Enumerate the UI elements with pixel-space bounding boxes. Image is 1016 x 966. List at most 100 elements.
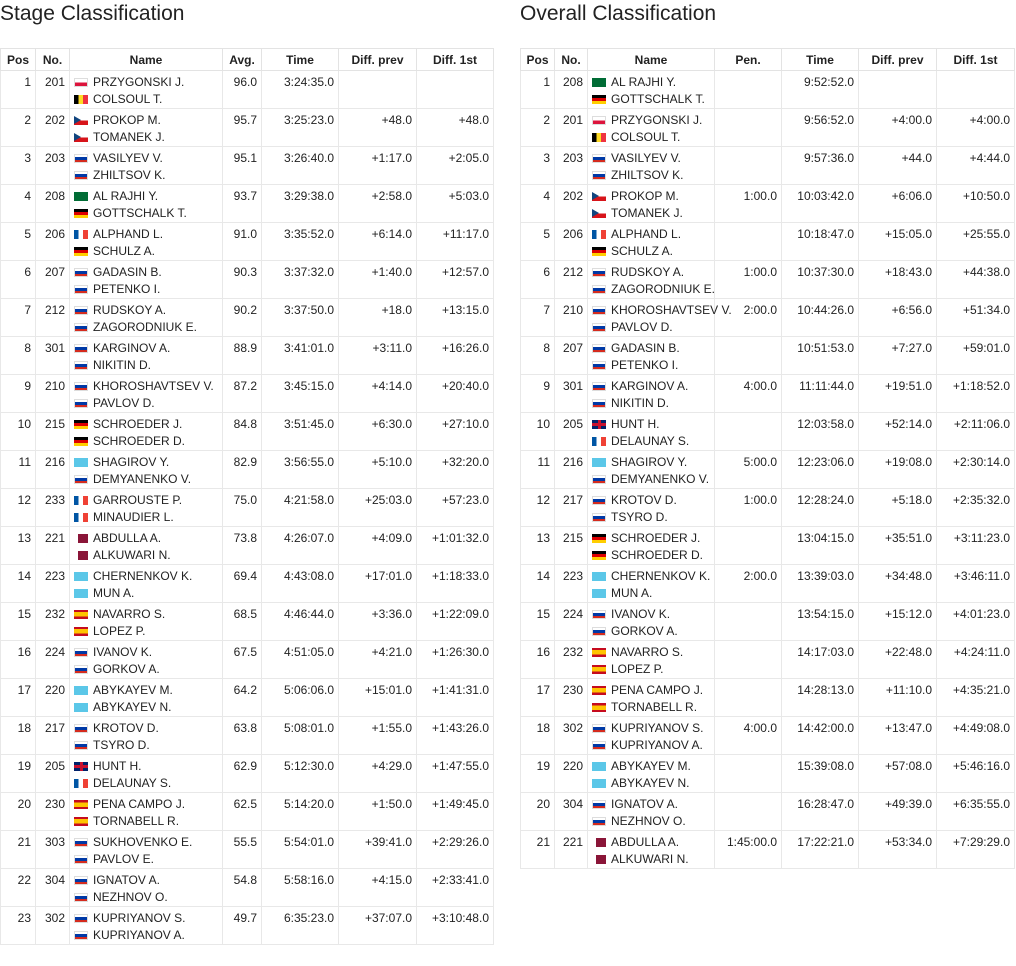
table-row[interactable]: 10 205 HUNT H. DELAUNAY S. 12:03:58.0 +52:14.… [520,412,1015,451]
header-no[interactable]: No. [35,48,70,71]
crew-member-name[interactable]: PETENKO I. [93,282,161,296]
table-row[interactable]: 8 207 GADASIN B. PETENKO I. 10:51:53.0 +7:27.… [520,336,1015,375]
crew-member-name[interactable]: ABYKAYEV M. [611,759,691,773]
crew-member-name[interactable]: PENA CAMPO J. [93,797,186,811]
crew-member-name[interactable]: ABYKAYEV N. [611,776,690,790]
table-row[interactable]: 9 301 KARGINOV A. NIKITIN D. 4:00.0 11:11:44.… [520,374,1015,413]
table-row[interactable]: 1 208 AL RAJHI Y. GOTTSCHALK T. 9:52:52.0 [520,70,1015,109]
crew-member-name[interactable]: KUPRIYANOV A. [611,738,703,752]
crew-member-name[interactable]: PRZYGONSKI J. [93,75,185,89]
table-row[interactable]: 10 215 SCHROEDER J. SCHROEDER D. 84.8 3:51:45… [0,412,494,451]
crew-member-name[interactable]: KROTOV D. [93,721,159,735]
crew-member-name[interactable]: IVANOV K. [93,645,153,659]
header-diff-1st[interactable]: Diff. 1st [416,48,494,71]
crew-member-name[interactable]: PAVLOV D. [611,320,673,334]
crew-member-name[interactable]: PENA CAMPO J. [611,683,704,697]
crew-member-name[interactable]: GOTTSCHALK T. [93,206,187,220]
table-row[interactable]: 16 224 IVANOV K. GORKOV A. 67.5 4:51:05.0 +4:2… [0,640,494,679]
crew-member-name[interactable]: SHAGIROV Y. [611,455,688,469]
table-row[interactable]: 2 201 PRZYGONSKI J. COLSOUL T. 9:56:52.0 +4:0… [520,108,1015,147]
table-row[interactable]: 20 304 IGNATOV A. NEZHNOV O. 16:28:47.0 +49:3… [520,792,1015,831]
crew-member-name[interactable]: PETENKO I. [611,358,679,372]
crew-member-name[interactable]: ABDULLA A. [611,835,680,849]
crew-member-name[interactable]: CHERNENKOV K. [611,569,711,583]
table-row[interactable]: 13 221 ABDULLA A. ALKUWARI N. 73.8 4:26:07.0 +… [0,526,494,565]
table-row[interactable]: 17 220 ABYKAYEV M. ABYKAYEV N. 64.2 5:06:06.0… [0,678,494,717]
header-time[interactable]: Time [781,48,859,71]
crew-member-name[interactable]: SCHROEDER D. [93,434,186,448]
crew-member-name[interactable]: ZAGORODNIUK E. [611,282,716,296]
crew-member-name[interactable]: GORKOV A. [611,624,678,638]
table-row[interactable]: 16 232 NAVARRO S. LOPEZ P. 14:17:03.0 +22:48.… [520,640,1015,679]
crew-member-name[interactable]: SHAGIROV Y. [93,455,170,469]
header-pos[interactable]: Pos [0,48,36,71]
crew-member-name[interactable]: TORNABELL R. [611,700,698,714]
table-row[interactable]: 7 210 KHOROSHAVTSEV V. PAVLOV D. 2:00.0 10:44… [520,298,1015,337]
table-row[interactable]: 19 220 ABYKAYEV M. ABYKAYEV N. 15:39:08.0 +57… [520,754,1015,793]
table-row[interactable]: 18 217 KROTOV D. TSYRO D. 63.8 5:08:01.0 +1:55… [0,716,494,755]
crew-member-name[interactable]: AL RAJHI Y. [93,189,159,203]
crew-member-name[interactable]: SCHULZ A. [93,244,156,258]
header-pen[interactable]: Pen. [714,48,782,71]
table-row[interactable]: 18 302 KUPRIYANOV S. KUPRIYANOV A. 4:00.0 14:… [520,716,1015,755]
crew-member-name[interactable]: KARGINOV A. [93,341,171,355]
crew-member-name[interactable]: ZAGORODNIUK E. [93,320,198,334]
crew-member-name[interactable]: AL RAJHI Y. [611,75,677,89]
table-row[interactable]: 7 212 RUDSKOY A. ZAGORODNIUK E. 90.2 3:37:50.… [0,298,494,337]
table-row[interactable]: 21 303 SUKHOVENKO E. PAVLOV E. 55.5 5:54:01.0… [0,830,494,869]
crew-member-name[interactable]: CHERNENKOV K. [93,569,193,583]
crew-member-name[interactable]: VASILYEV V. [93,151,163,165]
table-row[interactable]: 4 202 PROKOP M. TOMANEK J. 1:00.0 10:03:42.0 +… [520,184,1015,223]
crew-member-name[interactable]: DELAUNAY S. [93,776,172,790]
table-row[interactable]: 19 205 HUNT H. DELAUNAY S. 62.9 5:12:30.0 +4:2… [0,754,494,793]
crew-member-name[interactable]: KROTOV D. [611,493,677,507]
table-row[interactable]: 1 201 PRZYGONSKI J. COLSOUL T. 96.0 3:24:35.0 [0,70,494,109]
table-row[interactable]: 20 230 PENA CAMPO J. TORNABELL R. 62.5 5:14:2… [0,792,494,831]
table-row[interactable]: 11 216 SHAGIROV Y. DEMYANENKO V. 5:00.0 12:23… [520,450,1015,489]
table-row[interactable]: 11 216 SHAGIROV Y. DEMYANENKO V. 82.9 3:56:55… [0,450,494,489]
crew-member-name[interactable]: PAVLOV D. [93,396,155,410]
table-row[interactable]: 22 304 IGNATOV A. NEZHNOV O. 54.8 5:58:16.0 +4… [0,868,494,907]
crew-member-name[interactable]: ABYKAYEV N. [93,700,172,714]
crew-member-name[interactable]: GOTTSCHALK T. [611,92,705,106]
crew-member-name[interactable]: LOPEZ P. [611,662,664,676]
crew-member-name[interactable]: COLSOUL T. [611,130,681,144]
table-row[interactable]: 13 215 SCHROEDER J. SCHROEDER D. 13:04:15.0 +… [520,526,1015,565]
crew-member-name[interactable]: IVANOV K. [611,607,671,621]
table-row[interactable]: 6 212 RUDSKOY A. ZAGORODNIUK E. 1:00.0 10:37:… [520,260,1015,299]
table-row[interactable]: 21 221 ABDULLA A. ALKUWARI N. 1:45:00.0 17:22… [520,830,1015,869]
crew-member-name[interactable]: TOMANEK J. [611,206,683,220]
table-row[interactable]: 12 233 GARROUSTE P. MINAUDIER L. 75.0 4:21:58… [0,488,494,527]
crew-member-name[interactable]: MUN A. [93,586,135,600]
crew-member-name[interactable]: HUNT H. [93,759,142,773]
crew-member-name[interactable]: COLSOUL T. [93,92,163,106]
crew-member-name[interactable]: NIKITIN D. [611,396,670,410]
crew-member-name[interactable]: SCHROEDER D. [611,548,704,562]
crew-member-name[interactable]: KHOROSHAVTSEV V. [611,303,732,317]
table-row[interactable]: 15 232 NAVARRO S. LOPEZ P. 68.5 4:46:44.0 +3:3… [0,602,494,641]
table-row[interactable]: 3 203 VASILYEV V. ZHILTSOV K. 95.1 3:26:40.0 +… [0,146,494,185]
crew-member-name[interactable]: ABDULLA A. [93,531,162,545]
table-row[interactable]: 5 206 ALPHAND L. SCHULZ A. 91.0 3:35:52.0 +6:1… [0,222,494,261]
table-row[interactable]: 14 223 CHERNENKOV K. MUN A. 2:00.0 13:39:03.0… [520,564,1015,603]
crew-member-name[interactable]: ALPHAND L. [93,227,164,241]
crew-member-name[interactable]: RUDSKOY A. [93,303,167,317]
table-row[interactable]: 4 208 AL RAJHI Y. GOTTSCHALK T. 93.7 3:29:38.… [0,184,494,223]
crew-member-name[interactable]: TORNABELL R. [93,814,180,828]
crew-member-name[interactable]: ZHILTSOV K. [611,168,684,182]
crew-member-name[interactable]: KUPRIYANOV S. [611,721,704,735]
crew-member-name[interactable]: PRZYGONSKI J. [611,113,703,127]
crew-member-name[interactable]: IGNATOV A. [93,873,160,887]
crew-member-name[interactable]: NIKITIN D. [93,358,152,372]
table-row[interactable]: 8 301 KARGINOV A. NIKITIN D. 88.9 3:41:01.0 +3… [0,336,494,375]
crew-member-name[interactable]: NEZHNOV O. [611,814,686,828]
crew-member-name[interactable]: PAVLOV E. [93,852,154,866]
crew-member-name[interactable]: GADASIN B. [611,341,680,355]
crew-member-name[interactable]: HUNT H. [611,417,660,431]
crew-member-name[interactable]: GORKOV A. [93,662,160,676]
crew-member-name[interactable]: ZHILTSOV K. [93,168,166,182]
crew-member-name[interactable]: DEMYANENKO V. [611,472,710,486]
crew-member-name[interactable]: IGNATOV A. [611,797,678,811]
header-diff-1st[interactable]: Diff. 1st [936,48,1015,71]
crew-member-name[interactable]: ALKUWARI N. [93,548,171,562]
